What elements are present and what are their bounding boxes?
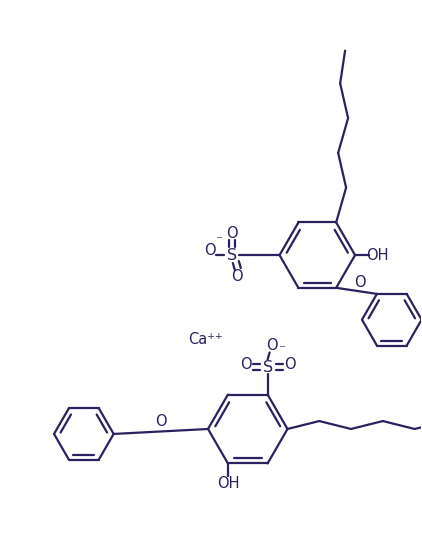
Text: ⁻: ⁻ [216,234,222,247]
Text: O: O [284,357,295,372]
Text: O: O [155,414,167,429]
Text: O: O [266,338,277,353]
Text: Ca⁺⁺: Ca⁺⁺ [188,332,222,347]
Text: S: S [227,247,237,263]
Text: O: O [240,357,252,372]
Text: O: O [226,226,238,241]
Text: S: S [262,360,273,375]
Text: O: O [204,242,216,258]
Text: OH: OH [365,247,388,263]
Text: ⁻: ⁻ [278,343,285,356]
Text: OH: OH [216,476,239,491]
Text: O: O [231,269,243,284]
Text: O: O [354,276,365,290]
